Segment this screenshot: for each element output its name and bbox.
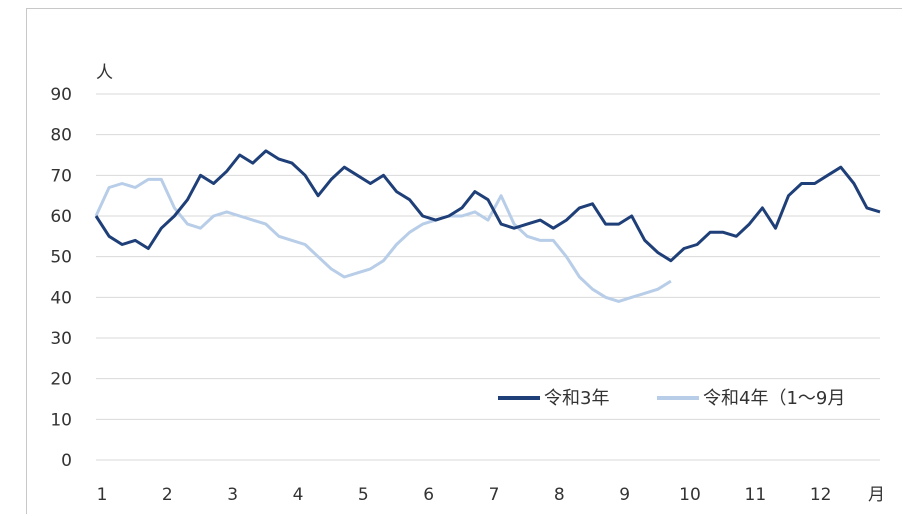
- x-tick-label: 4: [293, 485, 304, 505]
- x-axis-unit: 月: [868, 485, 885, 505]
- x-tick-label: 10: [679, 485, 701, 505]
- x-tick-label: 5: [358, 485, 369, 505]
- y-axis-ticks: 0 10 20 30 40 50 60 70 80 90: [50, 85, 72, 471]
- legend: 令和3年 令和4年（1～9月: [498, 388, 845, 409]
- series-line-0: [94, 149, 881, 263]
- y-tick-label: 30: [50, 329, 72, 349]
- series-lines: [94, 149, 881, 303]
- y-tick-label: 90: [50, 85, 72, 105]
- legend-label-reiwa3: 令和3年: [544, 388, 609, 409]
- x-tick-label: 6: [423, 485, 434, 505]
- y-tick-label: 20: [50, 370, 72, 390]
- x-tick-label: 1: [97, 485, 108, 505]
- series-line-1: [94, 177, 672, 303]
- y-tick-label: 0: [61, 451, 72, 471]
- x-tick-label: 2: [162, 485, 173, 505]
- x-tick-label: 3: [227, 485, 238, 505]
- x-axis-ticks: 1 2 3 4 5 6 7 8 9 10 11 12: [97, 485, 832, 505]
- y-tick-label: 10: [50, 410, 72, 430]
- y-tick-label: 50: [50, 248, 72, 268]
- x-tick-label: 11: [745, 485, 767, 505]
- y-tick-label: 70: [50, 166, 72, 186]
- y-tick-label: 40: [50, 288, 72, 308]
- x-tick-label: 9: [619, 485, 630, 505]
- chart-frame: [26, 8, 902, 514]
- y-tick-label: 80: [50, 126, 72, 146]
- x-tick-label: 12: [810, 485, 832, 505]
- x-tick-label: 7: [489, 485, 500, 505]
- y-tick-label: 60: [50, 207, 72, 227]
- gridlines: [96, 93, 880, 461]
- x-tick-label: 8: [554, 485, 565, 505]
- legend-label-reiwa4: 令和4年（1～9月: [703, 388, 845, 409]
- y-axis-unit: 人: [96, 63, 113, 83]
